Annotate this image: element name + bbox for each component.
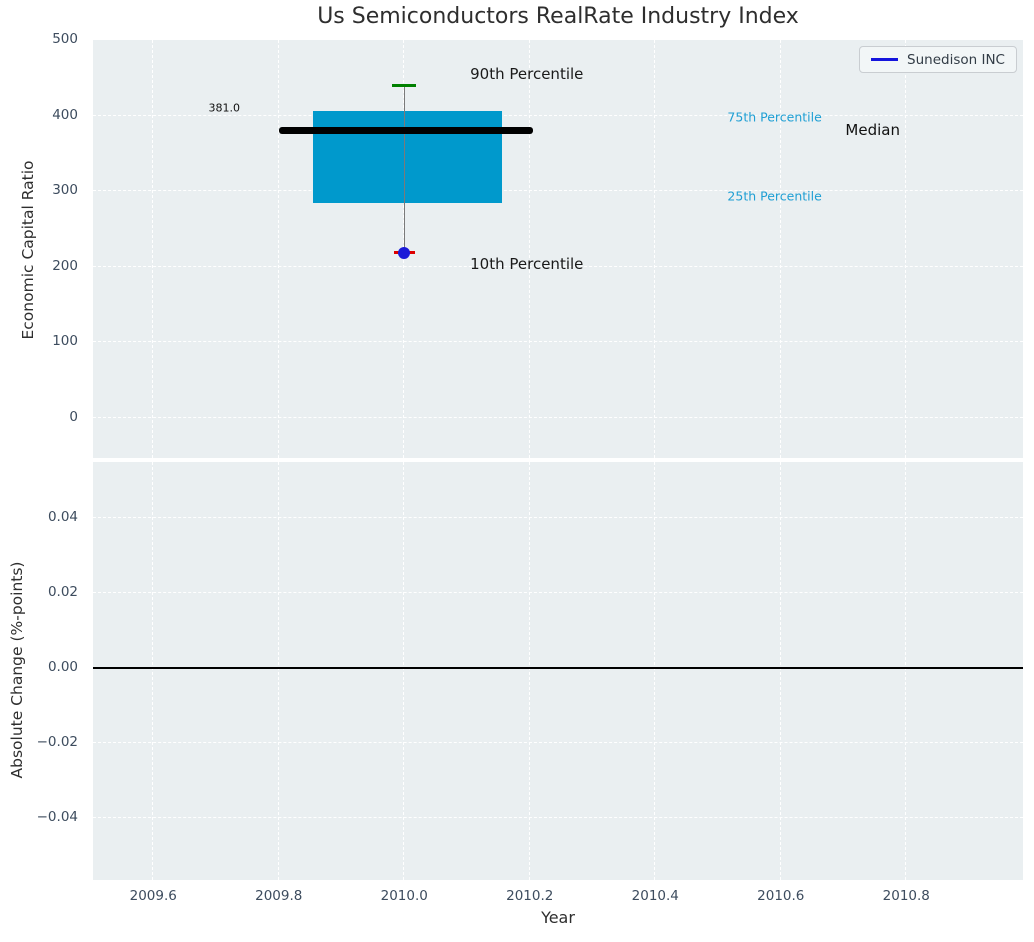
gridline-horizontal bbox=[93, 591, 1023, 593]
y-tick-label: 0.00 bbox=[47, 658, 78, 675]
y-tick-label: 0.04 bbox=[47, 508, 78, 525]
annotation-p90-label: 90th Percentile bbox=[470, 65, 584, 84]
y-tick-label: 100 bbox=[52, 333, 78, 350]
y-tick-label: 200 bbox=[52, 257, 78, 274]
x-tick-label: 2010.6 bbox=[757, 888, 805, 904]
legend-line-swatch bbox=[871, 58, 899, 61]
x-tick-label: 2010.8 bbox=[882, 888, 930, 904]
gridline-vertical bbox=[152, 462, 154, 880]
gridline-horizontal bbox=[93, 190, 1023, 192]
gridline-horizontal bbox=[93, 816, 1023, 818]
y-tick-label: 500 bbox=[52, 31, 78, 48]
gridline-vertical bbox=[528, 462, 530, 880]
annotation-p10-label: 10th Percentile bbox=[470, 254, 584, 273]
gridline-horizontal bbox=[93, 416, 1023, 418]
median-line bbox=[278, 126, 533, 134]
gridline-vertical bbox=[277, 40, 279, 458]
p90-cap-marker bbox=[392, 83, 417, 88]
y-tick-label: 0 bbox=[69, 408, 78, 425]
legend-label: Sunedison INC bbox=[907, 51, 1005, 68]
x-tick-label: 2010.2 bbox=[506, 888, 554, 904]
y-tick-label: 0.02 bbox=[47, 583, 78, 600]
whisker-line bbox=[403, 85, 405, 253]
x-tick-label: 2009.6 bbox=[129, 888, 177, 904]
bottom-axes-plot-area bbox=[93, 462, 1023, 880]
legend: Sunedison INC bbox=[859, 46, 1017, 73]
annotation-median-label: Median bbox=[845, 121, 900, 140]
gridline-vertical bbox=[905, 462, 907, 880]
gridline-vertical bbox=[905, 40, 907, 458]
gridline-horizontal bbox=[93, 516, 1023, 518]
x-axis-label: Year bbox=[541, 908, 575, 927]
top-axes-plot-area: 90th Percentile 10th Percentile 381.0 75th … bbox=[93, 40, 1023, 458]
y-tick-label: 400 bbox=[52, 106, 78, 123]
gridline-vertical bbox=[277, 462, 279, 880]
company-value-marker bbox=[398, 246, 411, 259]
annotation-p75-label: 75th Percentile bbox=[727, 109, 822, 125]
gridline-horizontal bbox=[93, 114, 1023, 116]
gridline-vertical bbox=[779, 462, 781, 880]
gridline-vertical bbox=[528, 40, 530, 458]
gridline-horizontal bbox=[93, 741, 1023, 743]
page-title: Us Semiconductors RealRate Industry Inde… bbox=[317, 4, 799, 29]
y-tick-label: 300 bbox=[52, 182, 78, 199]
gridline-vertical bbox=[654, 40, 656, 458]
x-tick-label: 2009.8 bbox=[255, 888, 303, 904]
annotation-p25-label: 25th Percentile bbox=[727, 188, 822, 204]
gridline-vertical bbox=[152, 40, 154, 458]
gridline-vertical bbox=[403, 462, 405, 880]
annotation-median-value-label: 381.0 bbox=[208, 101, 240, 115]
x-tick-label: 2010.4 bbox=[631, 888, 679, 904]
gridline-horizontal bbox=[93, 341, 1023, 343]
gridline-vertical bbox=[779, 40, 781, 458]
y-tick-label: −0.04 bbox=[36, 808, 78, 825]
x-tick-label: 2010.0 bbox=[380, 888, 428, 904]
zero-line bbox=[93, 666, 1023, 669]
gridline-vertical bbox=[654, 462, 656, 880]
y-tick-label: −0.02 bbox=[36, 733, 78, 750]
gridline-horizontal bbox=[93, 265, 1023, 267]
percentile-box bbox=[313, 110, 502, 204]
